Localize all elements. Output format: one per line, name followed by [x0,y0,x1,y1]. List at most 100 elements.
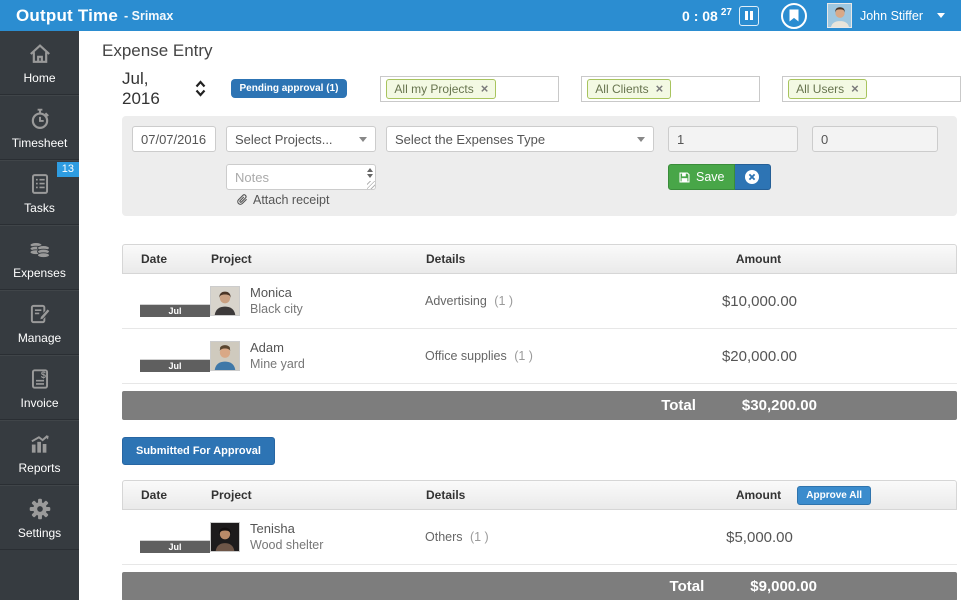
header-details: Details [426,488,466,502]
clients-filter-input[interactable]: All Clients × [581,75,761,102]
chevron-up-icon[interactable] [195,80,206,88]
sidebar-item-settings[interactable]: Settings [0,485,79,550]
dropdown-caret-icon [359,136,367,142]
invoice-icon: $ [0,364,79,394]
stopwatch-icon [0,104,79,134]
topbar: Output Time - Srimax 0 : 08 27 John Stif… [0,0,961,31]
table-row[interactable]: 02 Jul Monica Bl [122,274,957,329]
user-avatar[interactable] [826,3,852,28]
select-expense-type-dropdown[interactable]: Select the Expenses Type [386,126,654,152]
save-button-label: Save [696,170,725,184]
table-row[interactable]: 07 Jul Tenisha W [122,510,957,565]
sidebar-item-home[interactable]: Home [0,31,79,95]
app-title: Output Time [16,5,118,25]
users-filter-input[interactable]: All Users × [782,75,961,102]
pending-approval-badge[interactable]: Pending approval (1) [230,79,348,98]
sidebar-item-label: Reports [18,461,61,475]
coins-icon [0,234,79,264]
filter-tag-label: All Users [796,81,845,96]
svg-text:$: $ [40,370,45,380]
filter-tag-projects: All my Projects × [386,78,497,99]
project-cell: Tenisha Wood shelter [210,521,420,553]
topbar-right: 0 : 08 27 John Stiffer [682,2,951,29]
sidebar-item-label: Settings [17,526,62,540]
amount-input[interactable] [812,126,938,152]
amount-cell: $20,000.00 [721,347,798,365]
project-cell: Adam Mine yard [210,340,420,372]
project-cell: Monica Black city [210,285,420,317]
resize-handle[interactable] [367,181,375,189]
date-badge: 02 Jul [140,285,210,317]
main-content: Expense Entry Jul, 2016 Pending approval… [79,31,961,600]
filter-tag-label: All Clients [595,81,649,96]
tasks-count-badge: 13 [56,162,79,177]
sidebar-item-manage[interactable]: Manage [0,290,79,355]
sidebar-item-label: Expenses [13,266,66,280]
total-bar: Total $30,200.00 [122,391,957,420]
home-icon [0,39,79,69]
details-cell: Office supplies (1 ) [425,349,533,363]
avatar [210,522,240,552]
bookmark-icon [789,9,799,22]
project-name: Black city [250,302,303,316]
sidebar-item-label: Tasks [24,201,55,215]
approval-table: Date Project Details Amount Approve All … [122,480,957,600]
attach-receipt-link[interactable]: Attach receipt [236,193,947,207]
select-projects-dropdown[interactable]: Select Projects... [226,126,376,152]
details-cell: Advertising (1 ) [425,294,514,308]
chevron-down-icon[interactable] [195,89,206,97]
bookmark-button[interactable] [780,2,807,29]
sidebar-item-reports[interactable]: Reports [0,420,79,485]
user-name[interactable]: John Stiffer [859,8,923,23]
amount-cell: $10,000.00 [721,292,798,310]
cancel-button[interactable] [734,164,771,190]
approve-all-button[interactable]: Approve All [797,486,871,505]
expense-table: Date Project Details Amount 02 Jul [122,244,957,420]
user-menu-caret-icon[interactable] [937,13,945,18]
form-row-1: Select Projects... Select the Expenses T… [132,126,947,152]
timer-pause-button[interactable] [738,5,759,26]
total-amount: $9,000.00 [750,578,817,595]
sidebar-item-timesheet[interactable]: Timesheet [0,95,79,160]
project-name: Mine yard [250,357,305,371]
gear-icon [0,494,79,524]
sidebar-item-tasks[interactable]: 13 Tasks [0,160,79,225]
projects-filter-input[interactable]: All my Projects × [380,75,560,102]
save-button[interactable]: Save [668,164,735,190]
paperclip-icon [237,194,247,205]
sidebar-item-invoice[interactable]: $ Invoice [0,355,79,420]
sidebar-item-expenses[interactable]: Expenses [0,225,79,290]
header-date: Date [141,252,168,266]
expense-entry-form: Select Projects... Select the Expenses T… [122,116,957,216]
date-badge: 03 Jul [140,340,210,372]
header-project: Project [211,488,252,502]
amount-cell: $5,000.00 [726,528,793,546]
date-input[interactable] [132,126,216,152]
avatar [210,286,240,316]
date-cell: 03 Jul [122,340,210,372]
quantity-input[interactable] [668,126,798,152]
month-spinner[interactable] [195,80,206,97]
submitted-for-approval-button[interactable]: Submitted For Approval [122,437,275,465]
bar-chart-icon [0,429,79,459]
person-name: Monica [250,285,292,300]
details-cell: Others (1 ) [425,530,489,544]
form-row-2: Save [132,164,947,190]
clipboard-pencil-icon [0,299,79,329]
remove-tag-icon[interactable]: × [480,81,489,96]
person-name: Adam [250,340,284,355]
filter-tag-label: All my Projects [394,81,474,96]
notes-input[interactable] [226,164,376,190]
project-name: Wood shelter [250,538,324,552]
header-date: Date [141,488,168,502]
sidebar-item-label: Home [23,71,56,85]
table-row[interactable]: 03 Jul Adam Mine [122,329,957,384]
remove-tag-icon[interactable]: × [655,81,664,96]
total-label: Total [669,578,705,595]
total-amount: $30,200.00 [741,397,817,414]
dropdown-caret-icon [637,136,645,142]
form-buttons: Save [668,164,771,190]
remove-tag-icon[interactable]: × [851,81,859,96]
notes-spinner[interactable] [367,168,373,178]
